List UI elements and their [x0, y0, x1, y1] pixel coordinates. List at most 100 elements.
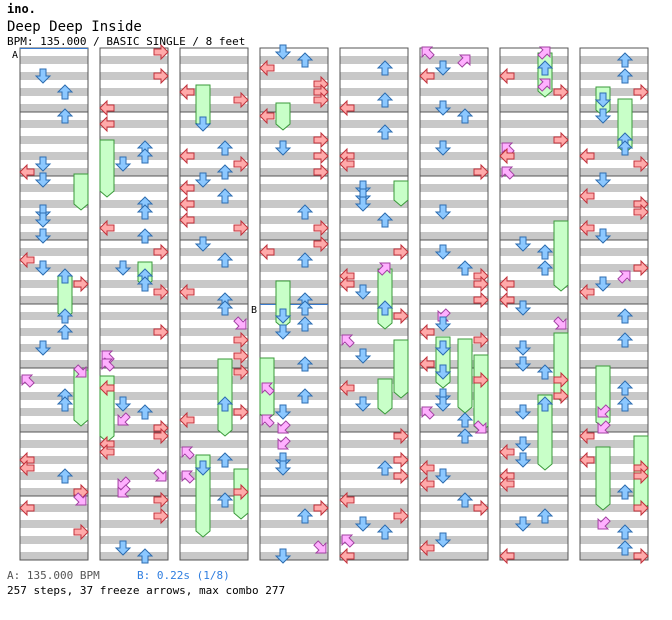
- step-arrow: [579, 147, 595, 165]
- measure-stripe: [180, 168, 248, 176]
- step-arrow: [499, 291, 515, 309]
- measure-stripe: [100, 440, 168, 448]
- step-arrow: [339, 99, 355, 117]
- step-arrow: [536, 396, 554, 412]
- step-arrow: [633, 155, 649, 173]
- measure-stripe: [180, 328, 248, 336]
- freeze-arrow: [73, 173, 89, 211]
- measure-stripe: [500, 344, 568, 352]
- step-arrow: [339, 379, 355, 397]
- step-arrow: [233, 316, 247, 330]
- step-arrow: [616, 68, 634, 84]
- measure-stripe: [500, 552, 568, 560]
- step-arrow: [179, 283, 195, 301]
- step-arrow: [274, 308, 292, 324]
- step-arrow: [473, 331, 489, 349]
- measure-stripe: [180, 120, 248, 128]
- measure-stripe: [20, 248, 88, 256]
- measure-stripe: [500, 488, 568, 496]
- measure-stripe: [420, 152, 488, 160]
- measure-stripe: [100, 200, 168, 208]
- measure-stripe: [20, 72, 88, 80]
- measure-stripe: [260, 552, 328, 560]
- step-arrow: [216, 164, 234, 180]
- measure-stripe: [180, 136, 248, 144]
- step-arrow: [594, 108, 612, 124]
- step-arrow: [216, 492, 234, 508]
- step-arrow: [594, 228, 612, 244]
- step-arrow: [73, 492, 87, 506]
- step-arrow: [499, 147, 515, 165]
- measure-stripe: [340, 472, 408, 480]
- step-arrow: [393, 451, 409, 469]
- measure-stripe: [500, 152, 568, 160]
- measure-stripe: [580, 520, 648, 528]
- measure-stripe: [20, 536, 88, 544]
- measure-stripe: [180, 456, 248, 464]
- step-arrow: [216, 396, 234, 412]
- measure-stripe: [20, 312, 88, 320]
- step-arrow: [179, 147, 195, 165]
- measure-stripe: [20, 56, 88, 64]
- step-arrow: [136, 404, 154, 420]
- measure-stripe: [100, 72, 168, 80]
- measure-stripe: [500, 104, 568, 112]
- measure-stripe: [20, 168, 88, 176]
- step-arrow: [456, 492, 474, 508]
- step-arrow: [313, 147, 329, 165]
- step-arrow: [597, 420, 611, 434]
- measure-stripe: [260, 72, 328, 80]
- step-arrow: [339, 491, 355, 509]
- measure-stripe: [580, 184, 648, 192]
- measure-stripe: [340, 344, 408, 352]
- measure-stripe: [580, 200, 648, 208]
- measure-stripe: [500, 328, 568, 336]
- measure-stripe: [420, 392, 488, 400]
- step-arrow: [376, 300, 394, 316]
- step-arrow: [179, 83, 195, 101]
- step-arrow: [274, 460, 292, 476]
- step-arrow: [421, 406, 435, 420]
- measure-stripe: [500, 200, 568, 208]
- step-arrow: [376, 124, 394, 140]
- step-arrow: [473, 163, 489, 181]
- measure-stripe: [260, 168, 328, 176]
- measure-stripe: [20, 504, 88, 512]
- measure-stripe: [340, 72, 408, 80]
- measure-stripe: [500, 56, 568, 64]
- step-arrow: [616, 308, 634, 324]
- measure-stripe: [580, 216, 648, 224]
- step-arrow: [376, 524, 394, 540]
- measure-stripe: [260, 120, 328, 128]
- song-title: Deep Deep Inside: [7, 19, 142, 35]
- measure-stripe: [180, 104, 248, 112]
- freeze-arrow: [99, 375, 115, 443]
- measure-stripe: [500, 376, 568, 384]
- measure-stripe: [260, 200, 328, 208]
- measure-stripe: [420, 328, 488, 336]
- step-arrow: [537, 46, 551, 60]
- measure-stripe: [580, 88, 648, 96]
- step-arrow: [514, 436, 532, 452]
- step-arrow: [377, 262, 391, 276]
- measure-stripe: [340, 520, 408, 528]
- step-arrow: [419, 355, 435, 373]
- measure-stripe: [100, 280, 168, 288]
- step-arrow: [339, 275, 355, 293]
- chart-column: [99, 47, 169, 561]
- measure-stripe: [100, 88, 168, 96]
- step-arrow: [56, 468, 74, 484]
- step-arrow: [194, 236, 212, 252]
- step-arrow: [274, 140, 292, 156]
- step-arrow: [56, 268, 74, 284]
- measure-stripe: [20, 488, 88, 496]
- measure-stripe: [260, 424, 328, 432]
- freeze-arrow: [393, 180, 409, 207]
- measure-stripe: [260, 488, 328, 496]
- chart-info: BPM: 135.000 / BASIC SINGLE / 8 feet: [7, 35, 246, 48]
- step-arrow: [259, 243, 275, 261]
- step-arrow: [354, 196, 372, 212]
- measure-stripe: [180, 88, 248, 96]
- step-arrow: [456, 412, 474, 428]
- measure-stripe: [500, 504, 568, 512]
